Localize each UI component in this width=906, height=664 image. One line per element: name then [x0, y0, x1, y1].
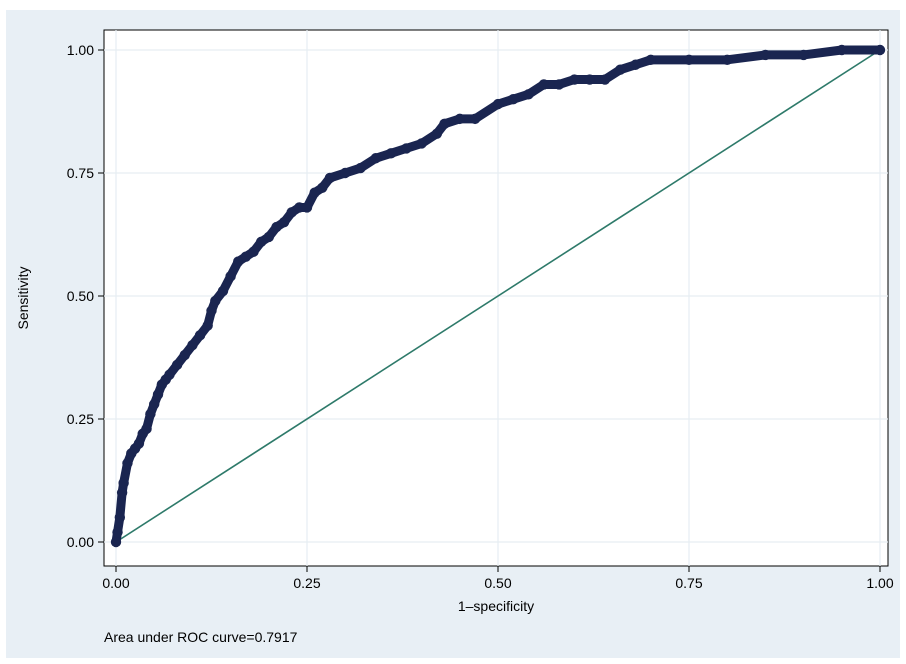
- roc-point-23: [210, 295, 221, 307]
- roc-point-55: [584, 74, 595, 85]
- roc-point-48: [469, 113, 481, 125]
- roc-point-22: [206, 305, 217, 316]
- series-layer: [110, 44, 886, 548]
- auc-note: Area under ROC curve=0.7917: [104, 629, 298, 645]
- roc-point-65: [874, 44, 886, 56]
- roc-point-63: [798, 49, 809, 61]
- y-tick-label-0: 0.00: [67, 534, 94, 550]
- roc-point-58: [630, 59, 641, 70]
- roc-point-52: [538, 79, 550, 90]
- roc-point-31: [271, 221, 282, 233]
- roc-point-2: [114, 512, 126, 523]
- y-tick-label-3: 0.75: [67, 165, 94, 181]
- labels: 0.00 0.25 0.50 0.75 1.00 0.00 0.25 0.50 0.75 1.00…: [15, 42, 894, 645]
- roc-chart: 0.00 0.25 0.50 0.75 1.00 0.00 0.25 0.50 0.75 1.00…: [15, 29, 894, 645]
- x-axis-title: 1–specificity: [458, 598, 534, 614]
- x-tick-label-3: 0.75: [675, 575, 702, 591]
- roc-point-13: [152, 389, 164, 400]
- roc-point-28: [248, 246, 259, 257]
- roc-point-47: [454, 113, 465, 125]
- x-tick-label-2: 0.50: [484, 575, 511, 591]
- grid-lines: [104, 30, 888, 566]
- roc-point-32: [278, 217, 290, 228]
- roc-point-3: [116, 487, 128, 498]
- roc-point-60: [683, 54, 695, 66]
- x-tick-label-1: 0.25: [293, 575, 320, 591]
- roc-point-12: [149, 399, 160, 410]
- roc-point-64: [836, 44, 847, 56]
- roc-point-53: [553, 79, 565, 90]
- roc-point-49: [492, 98, 504, 110]
- roc-point-0: [110, 536, 122, 548]
- roc-point-30: [263, 231, 274, 243]
- roc-point-21: [202, 320, 213, 331]
- y-tick-label-1: 0.25: [67, 411, 94, 427]
- y-axis-title: Sensitivity: [15, 266, 31, 329]
- roc-point-50: [508, 94, 519, 105]
- roc-point-16: [164, 369, 175, 380]
- roc-point-46: [439, 118, 450, 129]
- roc-point-38: [324, 172, 336, 184]
- roc-point-57: [615, 64, 626, 75]
- chart-figure: 0.00 0.25 0.50 0.75 1.00 0.00 0.25 0.50 0.75 1.00…: [6, 10, 900, 658]
- roc-point-42: [385, 148, 397, 159]
- roc-point-20: [194, 330, 206, 341]
- roc-point-61: [722, 54, 733, 66]
- roc-point-40: [355, 162, 366, 174]
- roc-point-45: [431, 128, 443, 139]
- roc-point-5: [122, 458, 133, 469]
- roc-point-54: [569, 74, 580, 85]
- roc-point-10: [141, 423, 152, 435]
- roc-point-43: [401, 143, 412, 154]
- reference-line: [115, 49, 881, 543]
- axes: [98, 49, 881, 572]
- roc-point-4: [118, 477, 129, 489]
- roc-point-1: [112, 526, 123, 538]
- roc-point-8: [133, 438, 145, 449]
- roc-point-24: [217, 285, 229, 297]
- roc-point-35: [301, 202, 313, 213]
- x-tick-label-0: 0.00: [102, 575, 129, 591]
- roc-point-51: [523, 89, 534, 100]
- roc-point-17: [171, 359, 183, 371]
- roc-point-25: [225, 271, 236, 282]
- roc-point-19: [187, 340, 198, 351]
- roc-point-39: [340, 167, 351, 179]
- x-tick-label-4: 1.00: [866, 575, 893, 591]
- roc-point-36: [309, 187, 320, 198]
- roc-point-26: [233, 256, 244, 267]
- roc-point-44: [416, 138, 427, 149]
- roc-point-18: [179, 349, 190, 361]
- y-tick-label-2: 0.50: [67, 288, 94, 304]
- roc-point-33: [286, 207, 297, 218]
- roc-point-27: [240, 251, 252, 262]
- roc-point-34: [294, 202, 305, 213]
- roc-point-11: [145, 408, 156, 420]
- roc-point-37: [317, 182, 328, 193]
- roc-point-29: [255, 236, 267, 248]
- roc-point-41: [370, 153, 381, 164]
- roc-point-62: [760, 49, 771, 61]
- roc-point-59: [645, 54, 656, 66]
- roc-point-56: [599, 74, 611, 85]
- y-tick-label-4: 1.00: [67, 42, 94, 58]
